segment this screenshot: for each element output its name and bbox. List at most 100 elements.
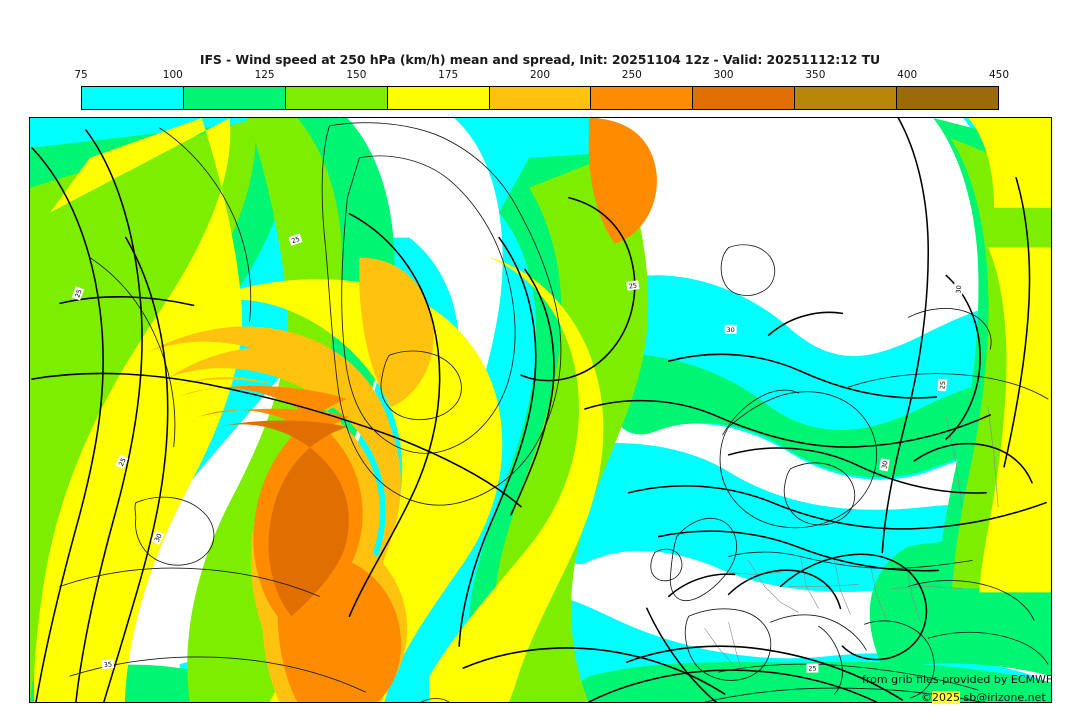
colorbar-segment-250-300 (693, 87, 796, 109)
colorbar-tick-150: 150 (346, 69, 367, 81)
colorbar-tick-75: 75 (74, 69, 88, 81)
colorbar-tick-400: 400 (897, 69, 918, 81)
spread-contour (588, 669, 878, 702)
colorbar-tick-125: 125 (254, 69, 275, 81)
border-line (788, 584, 859, 587)
band-100-125 (548, 661, 1051, 702)
spread-contour (31, 147, 104, 702)
border-line (945, 416, 963, 509)
spread-contour (348, 212, 441, 618)
contour-label: 30 (151, 530, 165, 545)
coastline-black-sea (907, 579, 1035, 621)
svg-text:30: 30 (954, 285, 963, 294)
coastline-ireland (650, 548, 683, 582)
copyright-year: 2025 (932, 691, 960, 704)
credit-copyright: ©2025 sb@irizone.net (921, 691, 1046, 704)
svg-text:25: 25 (938, 381, 947, 390)
band-150-175 (968, 118, 1051, 208)
contour-label: 25 (71, 286, 85, 301)
border-line (704, 627, 733, 665)
coastline-iceland (380, 350, 462, 421)
colorbar-segment-175-200 (489, 87, 592, 109)
credit-source: from grib files provided by ECMWF (862, 673, 1053, 686)
spread-contour (767, 311, 844, 337)
spread-contour (59, 296, 195, 307)
coastline-greenland (321, 122, 562, 506)
spread-contour (75, 129, 143, 702)
spread-contour (462, 647, 726, 695)
band-200-250 (588, 118, 657, 244)
svg-text:25: 25 (290, 235, 300, 245)
coastline-balkans (863, 620, 935, 699)
spread-contour (667, 353, 937, 399)
spread-contour (1003, 177, 1031, 468)
spread-contour (779, 553, 928, 661)
coastline-usa-east (59, 567, 320, 597)
svg-text:25: 25 (117, 457, 128, 468)
border-line (987, 406, 999, 507)
coastline-scandinavia (719, 391, 877, 529)
border-line (892, 586, 963, 589)
svg-text:30: 30 (880, 460, 889, 469)
svg-text:25: 25 (73, 288, 83, 298)
spread-contour (458, 236, 537, 647)
contour-label: 25 (115, 454, 129, 470)
colorbar-segments (81, 86, 999, 110)
contour-label: 25 (288, 233, 303, 246)
band-150-175 (33, 118, 243, 702)
spread-contour (31, 372, 522, 508)
svg-text:25: 25 (628, 281, 637, 290)
contour-label: 25 (626, 280, 640, 291)
windspeed-fill-bands (30, 118, 1051, 702)
coastline-france-med (770, 614, 867, 651)
band-125-150 (187, 118, 343, 702)
page-title: IFS - Wind speed at 250 hPa (km/h) mean … (199, 52, 881, 67)
coastline-turkey (927, 631, 1049, 665)
contour-label: 25 (806, 663, 819, 673)
copyright-symbol: © (921, 691, 932, 704)
colorbar-tick-labels: 75 100 125 150 175 200 250 300 350 400 450 (74, 69, 1009, 85)
svg-text:25: 25 (808, 665, 816, 673)
map-svg: 25 30 25 25 30 25 (30, 118, 1051, 702)
coastline-baltic (783, 462, 856, 526)
band-150-175 (189, 279, 503, 702)
copyright-owner: sb@irizone.net (960, 691, 1046, 704)
colorbar-segment-125-150 (285, 87, 388, 109)
map-panel[interactable]: 25 30 25 25 30 25 (29, 117, 1052, 703)
coastline-italy (818, 625, 843, 695)
band-150-175 (429, 257, 604, 702)
spread-contour (913, 442, 1033, 484)
colorbar-tick-250: 250 (621, 69, 642, 81)
coastline-europe-west (728, 551, 973, 569)
spread-contour (103, 236, 169, 702)
border-line (748, 560, 799, 613)
colorbar-segment-350-400 (897, 87, 999, 109)
colorbar-segment-200-250 (591, 87, 694, 109)
colorbar-tick-450: 450 (988, 69, 1010, 81)
spread-contour (510, 268, 555, 516)
coastline-labrador (89, 257, 176, 448)
spread-contour (881, 118, 930, 554)
border-line (905, 566, 921, 623)
border-line (834, 560, 851, 615)
spread-contour (646, 607, 718, 702)
coastline-russia-north (847, 373, 1049, 400)
colorbar-tick-200: 200 (529, 69, 551, 81)
band-100-125 (588, 353, 1051, 478)
spread-contour (628, 485, 1047, 530)
coastline-great-britain (669, 517, 738, 602)
svg-text:35: 35 (103, 660, 112, 669)
spread-contour (520, 196, 636, 382)
colorbar-tick-100: 100 (162, 69, 183, 81)
colorbar-segment-150-175 (387, 87, 490, 109)
svg-text:30: 30 (727, 326, 735, 334)
coastline-iberia (684, 608, 772, 681)
coastline-mediterranean-sea (718, 663, 979, 691)
svg-text:30: 30 (153, 532, 164, 543)
border-line (870, 564, 887, 619)
contour-label: 30 (878, 458, 890, 472)
spread-contour (727, 569, 842, 610)
contour-label: 35 (101, 659, 115, 670)
coastline-greenland-inner (341, 155, 516, 454)
band-150-175 (979, 247, 1051, 593)
